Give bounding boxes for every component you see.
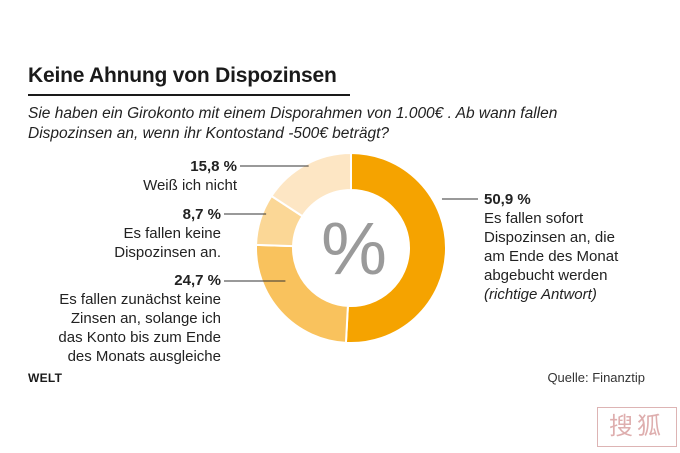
label-line: Es fallen zunächst keine — [59, 291, 221, 308]
slice-weiss-nicht — [270, 151, 352, 218]
value-label: 15,8 % — [190, 158, 237, 175]
label-note: (richtige Antwort) — [484, 286, 597, 303]
label-line: Dispozinsen an. — [114, 244, 221, 261]
label-line: Weiß ich nicht — [143, 177, 237, 194]
watermark-stamp: 搜狐 — [597, 407, 677, 447]
label-weiss-nicht: 15,8 % Weiß ich nicht — [143, 157, 237, 195]
source-note: Quelle: Finanztip — [547, 370, 645, 385]
label-line: Es fallen sofort — [484, 210, 584, 227]
chart-title: Keine Ahnung von Dispozinsen — [28, 64, 337, 87]
slice-sofort — [344, 151, 447, 344]
label-line: des Monats ausgleiche — [67, 348, 221, 365]
label-line: am Ende des Monat — [484, 248, 619, 265]
label-line: Dispozinsen an, die — [484, 229, 615, 246]
label-line: Zinsen an, solange ich — [70, 310, 221, 327]
label-line: Es fallen keine — [123, 225, 221, 242]
label-line: das Konto bis zum Ende — [58, 329, 221, 346]
percent-symbol: % — [321, 207, 387, 290]
value-label: 8,7 % — [182, 206, 221, 223]
title-underline — [28, 94, 350, 96]
welt-logo: WELT — [28, 371, 63, 385]
label-keine-zinsen: 8,7 % Es fallen keine Dispozinsen an. — [114, 205, 221, 262]
label-line: abgebucht werden — [484, 267, 608, 284]
label-zunaechst-keine: 24,7 % Es fallen zunächst keine Zinsen a… — [58, 271, 221, 366]
value-label: 24,7 % — [174, 272, 221, 289]
chart-subtitle: Sie haben ein Girokonto mit einem Dispor… — [28, 105, 558, 142]
label-sofort: 50,9 % Es fallen sofort Dispozinsen an, … — [484, 190, 618, 304]
value-label: 50,9 % — [484, 191, 531, 208]
